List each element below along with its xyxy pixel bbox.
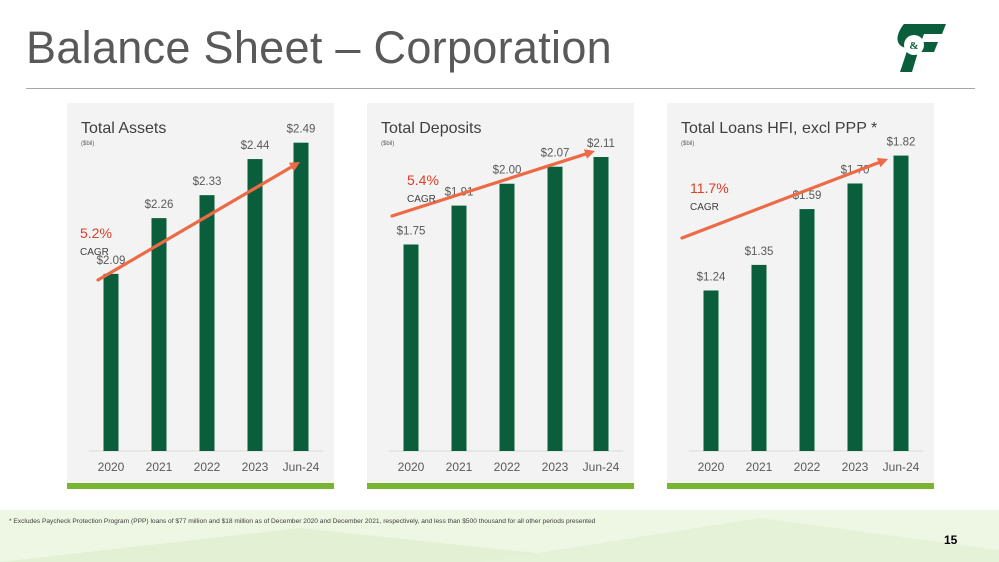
- bar-jun-24: [893, 155, 909, 451]
- chart-title: Total Loans HFI, excl PPP *: [681, 120, 877, 137]
- x-tick-label: 2021: [446, 460, 473, 474]
- bar-2021: [151, 218, 167, 451]
- trend-arrow-line: [96, 165, 293, 282]
- data-label: $1.82: [887, 137, 916, 149]
- footnote: * Excludes Paycheck Protection Program (…: [9, 518, 596, 525]
- bar-2023: [847, 183, 863, 451]
- x-tick-label: 2020: [398, 460, 425, 474]
- x-tick-label: 2023: [842, 460, 869, 474]
- x-tick-label: 2021: [746, 460, 773, 474]
- page-number: 15: [944, 533, 958, 547]
- x-tick-label: 2022: [794, 460, 821, 474]
- bar-2020: [703, 290, 719, 451]
- chart-panel-total-assets: Total Assets ($bil) $2.09 2020 $2.26 2021 $2.3…: [67, 103, 334, 489]
- x-tick-label: Jun-24: [883, 460, 920, 474]
- data-label: $2.00: [493, 165, 522, 177]
- x-tick-label: Jun-24: [283, 460, 320, 474]
- cagr-value: 5.4%: [407, 172, 439, 188]
- panel-accent-bar: [667, 483, 934, 489]
- chart-unit-label: ($bil): [381, 141, 394, 147]
- cagr-value: 5.2%: [80, 225, 112, 241]
- panel-accent-bar: [367, 483, 634, 489]
- data-label: $2.09: [97, 255, 126, 267]
- data-label: $1.75: [397, 225, 426, 237]
- x-tick-label: 2023: [242, 460, 269, 474]
- bar-jun-24: [293, 142, 309, 451]
- x-tick-label: 2022: [194, 460, 221, 474]
- chart-total-loans: Total Loans HFI, excl PPP * ($bil) $1.24 20…: [680, 120, 923, 474]
- bar-2022: [799, 209, 815, 451]
- chart-panel-total-deposits: Total Deposits ($bil) $1.75 2020 $1.91 2021 $2…: [367, 103, 634, 489]
- chart-total-assets: Total Assets ($bil) $2.09 2020 $2.26 2021 $2.3…: [80, 120, 323, 474]
- bar-2021: [451, 205, 467, 451]
- chart-title: Total Deposits: [381, 120, 482, 137]
- trend-arrow-head: [288, 162, 300, 172]
- footer-band: [0, 510, 999, 562]
- slide-title: Balance Sheet – Corporation: [26, 22, 612, 73]
- data-label: $2.11: [587, 138, 615, 150]
- data-label: $1.24: [697, 271, 726, 283]
- trend-arrow-line: [390, 152, 588, 218]
- bar-2023: [547, 166, 563, 451]
- title-divider: [26, 88, 975, 89]
- svg-text:&: &: [909, 40, 918, 52]
- data-label: $2.33: [193, 176, 222, 188]
- bar-2021: [751, 264, 767, 451]
- x-tick-label: 2023: [542, 460, 569, 474]
- panel-accent-bar: [67, 483, 334, 489]
- bar-2022: [199, 195, 215, 451]
- x-tick-label: 2020: [98, 460, 125, 474]
- chart-title: Total Assets: [81, 120, 166, 137]
- chart-unit-label: ($bil): [681, 141, 694, 147]
- chart-total-deposits: Total Deposits($bil)$1.752020$1.912021$2…: [381, 120, 623, 474]
- x-tick-label: Jun-24: [583, 460, 620, 474]
- chart-unit-label: ($bil): [81, 141, 94, 147]
- data-label: $1.59: [793, 190, 822, 202]
- x-tick-label: 2022: [494, 460, 521, 474]
- bar-2020: [103, 273, 119, 451]
- x-tick-label: 2020: [698, 460, 725, 474]
- x-tick-label: 2021: [146, 460, 173, 474]
- data-label: $2.26: [145, 199, 174, 211]
- bar-2020: [403, 244, 419, 451]
- cagr-label: CAGR: [80, 247, 109, 258]
- chart-panel-total-loans: Total Loans HFI, excl PPP * ($bil) $1.24 20…: [667, 103, 934, 489]
- bar-2022: [499, 183, 515, 452]
- cagr-label: CAGR: [407, 194, 436, 205]
- data-label: $1.35: [745, 246, 774, 258]
- trend-arrow-line: [680, 160, 881, 240]
- trend-arrow-head: [583, 149, 595, 159]
- trend-arrow-head: [876, 157, 888, 168]
- data-label: $2.49: [287, 124, 316, 136]
- cagr-label: CAGR: [690, 202, 719, 213]
- company-logo: &: [897, 24, 946, 72]
- bar-jun-24: [593, 157, 609, 451]
- cagr-value: 11.7%: [690, 180, 729, 196]
- data-label: $2.44: [241, 140, 270, 152]
- bar-2023: [247, 159, 263, 451]
- data-label: $2.07: [541, 148, 570, 160]
